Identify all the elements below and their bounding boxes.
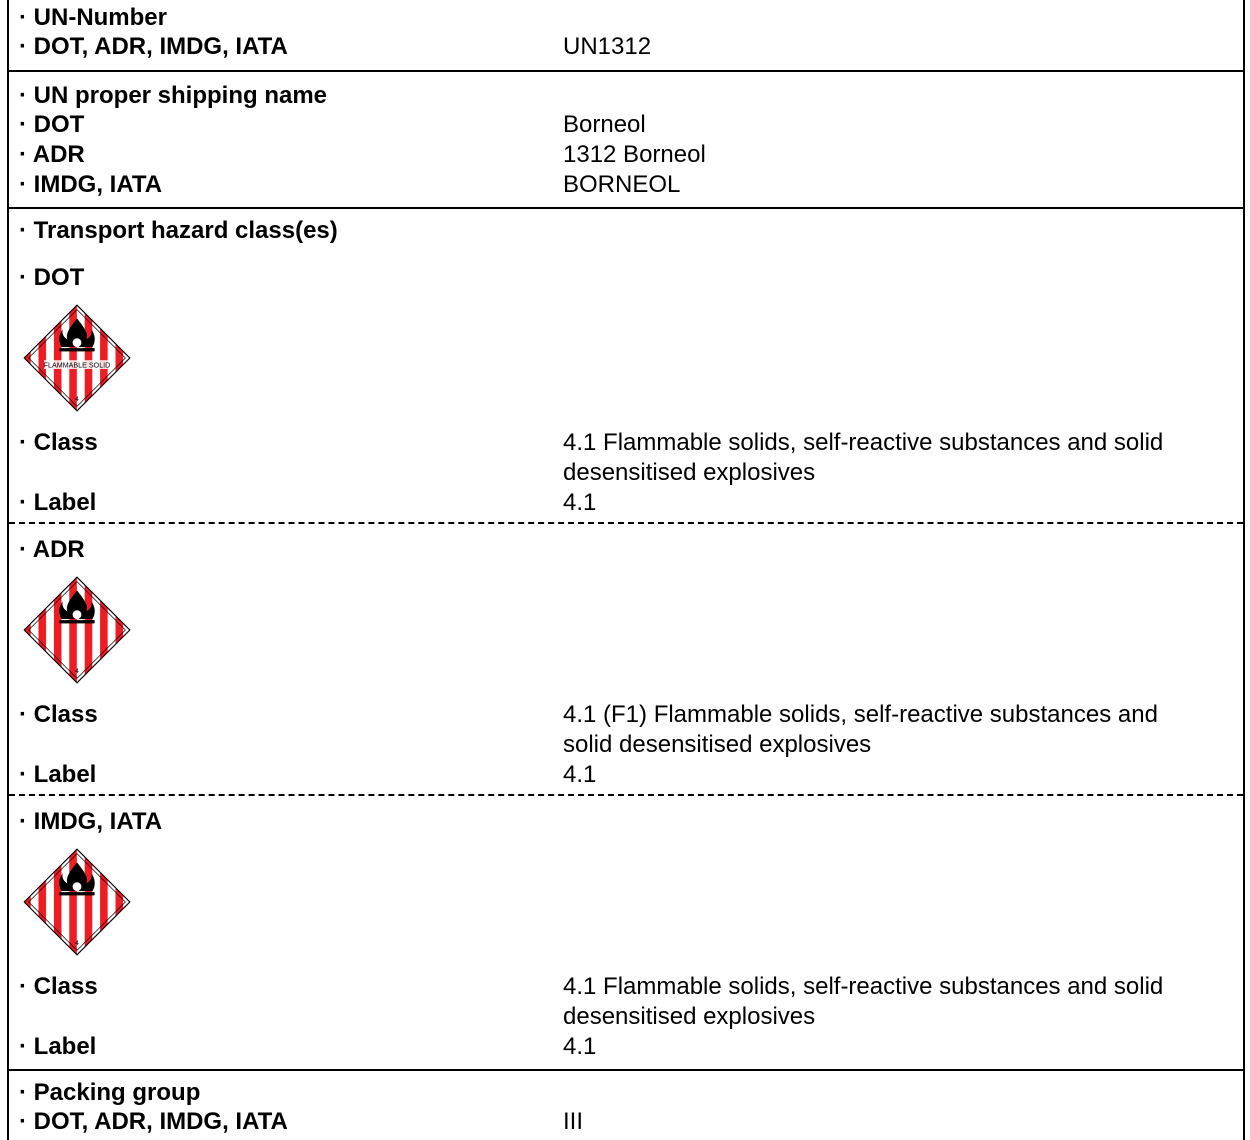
adr-class-value-line1: 4.1 (F1) Flammable solids, self-reactive… [563,701,1158,728]
hazard-adr-title: · ADR [19,536,85,563]
adr-class-label: · Class [19,701,98,728]
imdg-class-value-line1: 4.1 Flammable solids, self-reactive subs… [563,973,1164,1000]
dot-class-value-line2: desensitised explosives [563,459,816,486]
dot-flammable-solid-placard: FLAMMABLE SOLID 4 [23,304,131,412]
shipping-name-adr-label: · ADR [19,141,85,168]
hazard-imdg-title: · IMDG, IATA [19,808,163,835]
shipping-name-heading: · UN proper shipping name [19,82,328,109]
adr-label-value: 4.1 [563,761,597,788]
un-number-heading: · UN-Number [19,4,167,31]
dot-label-label: · Label [19,489,97,516]
un-number-label: · DOT, ADR, IMDG, IATA [19,33,288,60]
packing-group-label: · DOT, ADR, IMDG, IATA [19,1108,288,1135]
block-divider [9,522,1243,524]
shipping-name-imdg-value: BORNEOL [563,171,681,198]
imdg-label-value: 4.1 [563,1033,597,1060]
dot-class-value-line1: 4.1 Flammable solids, self-reactive subs… [563,429,1164,456]
imdg-class-label: · Class [19,973,98,1000]
block-divider [9,794,1243,796]
shipping-name-adr-value: 1312 Borneol [563,141,706,168]
adr-class-value-line2: solid desensitised explosives [563,731,872,758]
hazard-class-heading: · Transport hazard class(es) [19,217,338,244]
section-divider [9,70,1243,72]
dot-class-label: · Class [19,429,98,456]
dot-label-value: 4.1 [563,489,597,516]
imdg-label-label: · Label [19,1033,97,1060]
imdg-flammable-solid-placard: 4 [23,848,131,956]
shipping-name-imdg-label: · IMDG, IATA [19,171,163,198]
placard-caption: FLAMMABLE SOLID [44,361,111,369]
imdg-class-value-line2: desensitised explosives [563,1003,816,1030]
placard-class-number: 4 [75,396,79,403]
adr-flammable-solid-placard: 4 [23,576,131,684]
section-divider [9,207,1243,209]
shipping-name-dot-value: Borneol [563,111,646,138]
hazard-dot-title: · DOT [19,264,85,291]
packing-group-value: III [563,1108,584,1135]
shipping-name-dot-label: · DOT [19,111,85,138]
transport-info-table: · UN-Number · DOT, ADR, IMDG, IATA UN131… [7,0,1245,1140]
packing-group-heading: · Packing group [19,1079,201,1106]
adr-label-label: · Label [19,761,97,788]
placard-class-number: 4 [75,668,79,675]
placard-class-number: 4 [75,940,79,947]
un-number-value: UN1312 [563,33,652,60]
section-divider [9,1069,1243,1071]
